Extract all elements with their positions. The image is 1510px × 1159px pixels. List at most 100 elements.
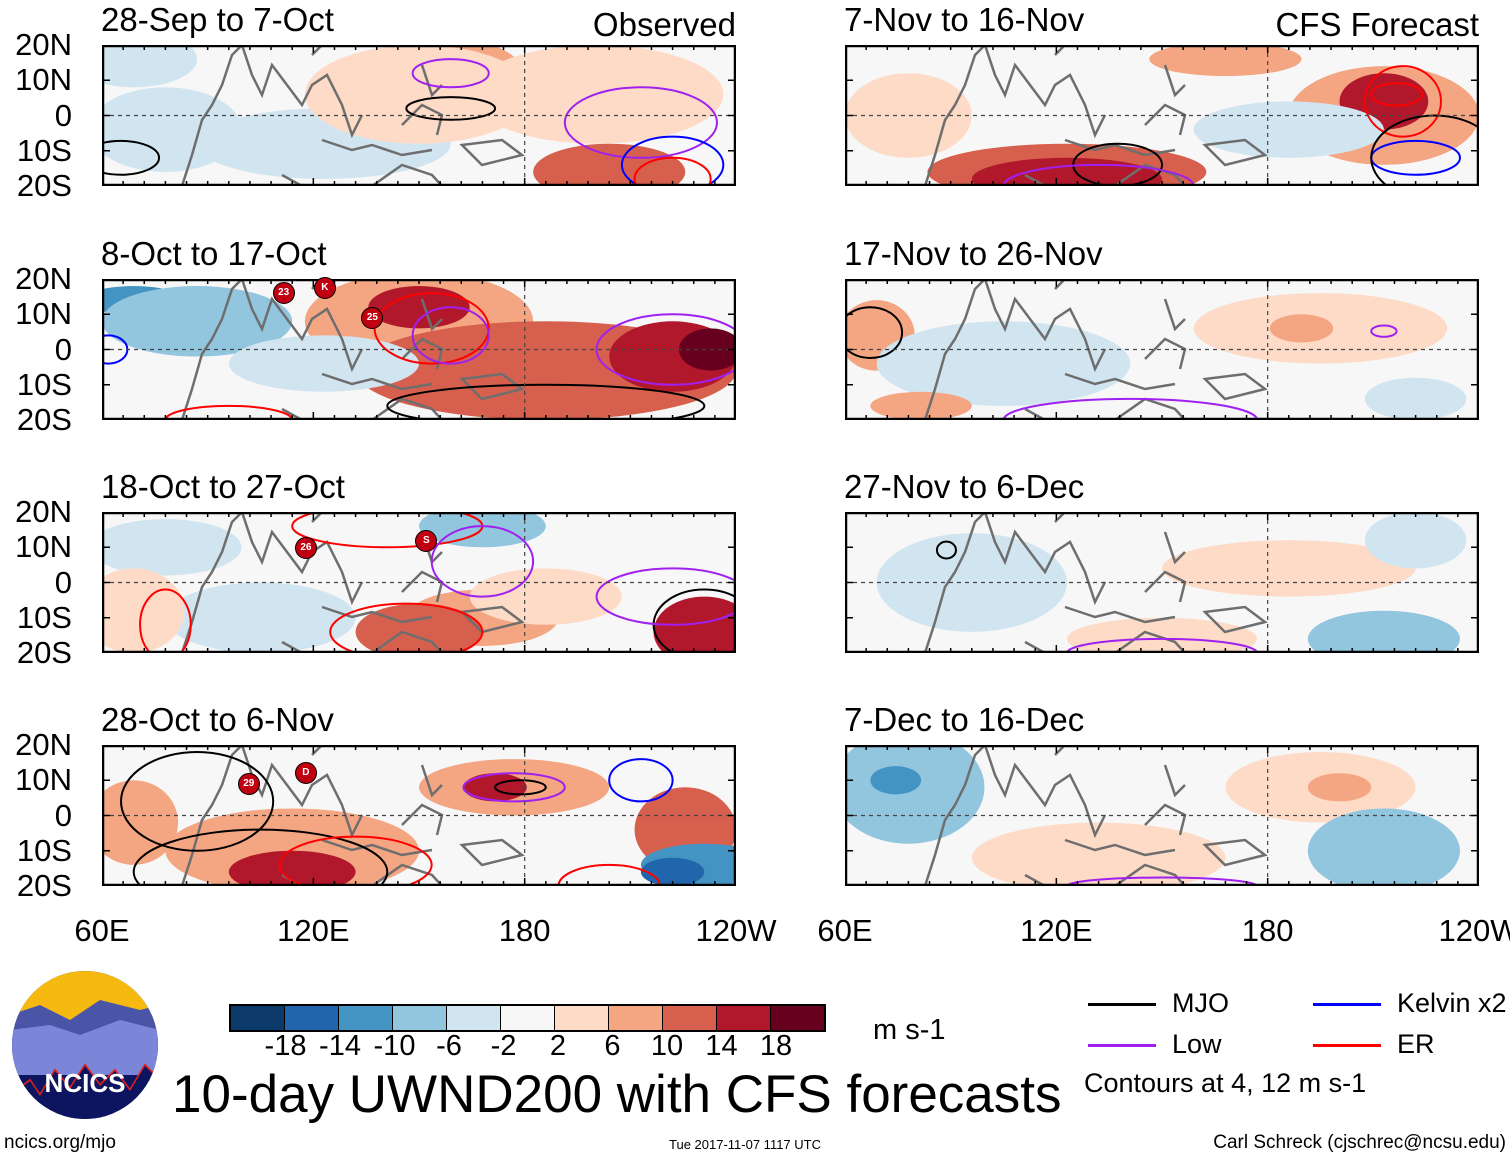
wind-anomaly-shading xyxy=(102,45,198,88)
panel-source-label: CFS Forecast xyxy=(1275,6,1479,43)
colorbar-level: -14 xyxy=(319,1030,361,1062)
wind-anomaly-shading xyxy=(1307,610,1460,653)
colorbar-swatch xyxy=(717,1006,771,1030)
colorbar xyxy=(229,1004,826,1032)
wind-anomaly-shading xyxy=(876,533,1067,632)
wave-contour xyxy=(563,86,718,159)
latitude-label: 10N xyxy=(15,296,72,332)
wind-anomaly-shading xyxy=(1193,101,1384,158)
latitude-label: 0 xyxy=(54,331,72,367)
colorbar-level: 14 xyxy=(705,1030,738,1062)
tropical-cyclone-marker: 23 xyxy=(272,281,295,304)
tropical-cyclone-marker: S xyxy=(415,530,438,553)
wind-anomaly-shading xyxy=(533,143,686,186)
wave-contour xyxy=(1370,114,1479,186)
colorbar-swatch xyxy=(555,1006,609,1030)
tropical-cyclone-marker: 29 xyxy=(237,773,260,796)
legend-label: Kelvin x2 xyxy=(1397,988,1507,1018)
panel-title: 17-Nov to 26-Nov xyxy=(844,235,1103,272)
colorbar-swatch xyxy=(339,1006,393,1030)
latitude-label: 20N xyxy=(15,27,72,62)
panel-title: 7-Dec to 16-Dec xyxy=(844,701,1085,738)
longitude-label: 120W xyxy=(1438,913,1510,948)
wind-anomaly-shading xyxy=(870,766,922,795)
coastline xyxy=(923,279,1268,420)
wave-contour xyxy=(102,139,161,176)
wind-anomaly-shading xyxy=(653,596,736,653)
latitude-label: 10N xyxy=(15,529,72,565)
colorbar-level: -18 xyxy=(264,1030,307,1062)
map-panel xyxy=(845,512,1479,653)
map-panel xyxy=(102,45,736,186)
wave-contour xyxy=(494,779,547,796)
wind-anomaly-shading xyxy=(876,321,1131,406)
legend-line xyxy=(1088,1003,1156,1006)
wave-contour xyxy=(595,567,736,626)
colorbar-level: 10 xyxy=(650,1030,684,1062)
map-panel xyxy=(845,745,1479,886)
footer-author: Carl Schreck (cjschrec@ncsu.edu) xyxy=(1213,1132,1506,1153)
wind-anomaly-shading xyxy=(870,391,972,420)
panel-title: 28-Oct to 6-Nov xyxy=(101,701,334,738)
wave-contour xyxy=(278,835,433,886)
latitude-label: 20S xyxy=(16,635,72,670)
logo-text: NCICS xyxy=(45,1068,126,1098)
tropical-cyclone-marker: 25 xyxy=(361,307,384,330)
panel-source-label: Observed xyxy=(592,6,736,43)
colorbar-level: -10 xyxy=(373,1030,416,1062)
colorbar-units: m s-1 xyxy=(873,1014,946,1046)
coastline xyxy=(180,45,525,186)
latitude-label: 20N xyxy=(15,261,72,296)
wind-anomaly-shading xyxy=(304,45,534,144)
ncics-logo: NCICS xyxy=(10,970,160,1120)
figure-title: 10-day UWND200 with CFS forecasts xyxy=(172,1065,1062,1124)
wave-contour xyxy=(633,156,712,186)
latitude-label: 10S xyxy=(16,132,72,168)
colorbar-level: 18 xyxy=(759,1030,793,1062)
latitude-label: 10S xyxy=(16,599,72,635)
latitude-label: 10S xyxy=(16,832,72,868)
wind-anomaly-shading xyxy=(228,850,356,886)
wave-contour xyxy=(595,313,736,386)
wave-contour xyxy=(411,58,490,89)
footer-timestamp: Tue 2017-11-07 1117 UTC xyxy=(669,1137,821,1152)
legend-label: MJO xyxy=(1172,988,1229,1018)
wind-anomaly-shading xyxy=(1149,45,1302,77)
wave-contour xyxy=(845,306,904,359)
colorbar-swatch xyxy=(771,1006,824,1030)
map-panel xyxy=(845,45,1479,186)
wind-anomaly-shading xyxy=(1364,377,1467,420)
legend-line xyxy=(1088,1044,1156,1047)
tropical-cyclone-marker: 26 xyxy=(294,537,317,560)
latitude-label: 10N xyxy=(15,762,72,798)
wave-contour xyxy=(132,828,389,886)
legend-line xyxy=(1313,1003,1381,1006)
panel-title: 18-Oct to 27-Oct xyxy=(101,468,345,505)
panel-title: 27-Nov to 6-Dec xyxy=(844,468,1085,505)
wind-anomaly-shading xyxy=(368,286,470,329)
wave-contour xyxy=(1370,324,1398,338)
map-panel xyxy=(845,279,1479,420)
longitude-label: 120W xyxy=(695,913,777,948)
wave-contour xyxy=(462,772,566,803)
wind-anomaly-shading xyxy=(419,512,546,548)
coastline xyxy=(923,745,1268,886)
wave-contour xyxy=(411,306,490,365)
wave-contour xyxy=(139,588,192,653)
footer-url: ncics.org/mjo xyxy=(4,1132,116,1153)
wind-anomaly-shading xyxy=(1307,808,1460,886)
colorbar-swatch xyxy=(393,1006,447,1030)
colorbar-level: 6 xyxy=(604,1030,621,1062)
longitude-label: 180 xyxy=(498,913,551,948)
wind-anomaly-shading xyxy=(678,328,736,371)
wind-anomaly-shading xyxy=(165,582,356,653)
wave-contour xyxy=(329,602,484,653)
contour-note: Contours at 4, 12 m s-1 xyxy=(1084,1068,1367,1098)
wind-anomaly-shading xyxy=(102,286,293,357)
wave-contour xyxy=(608,758,674,803)
colorbar-swatch xyxy=(609,1006,663,1030)
wind-anomaly-shading xyxy=(1269,314,1334,343)
wind-anomaly-shading xyxy=(1066,617,1258,653)
longitude-label: 60E xyxy=(74,913,130,948)
wave-contour xyxy=(405,96,497,121)
